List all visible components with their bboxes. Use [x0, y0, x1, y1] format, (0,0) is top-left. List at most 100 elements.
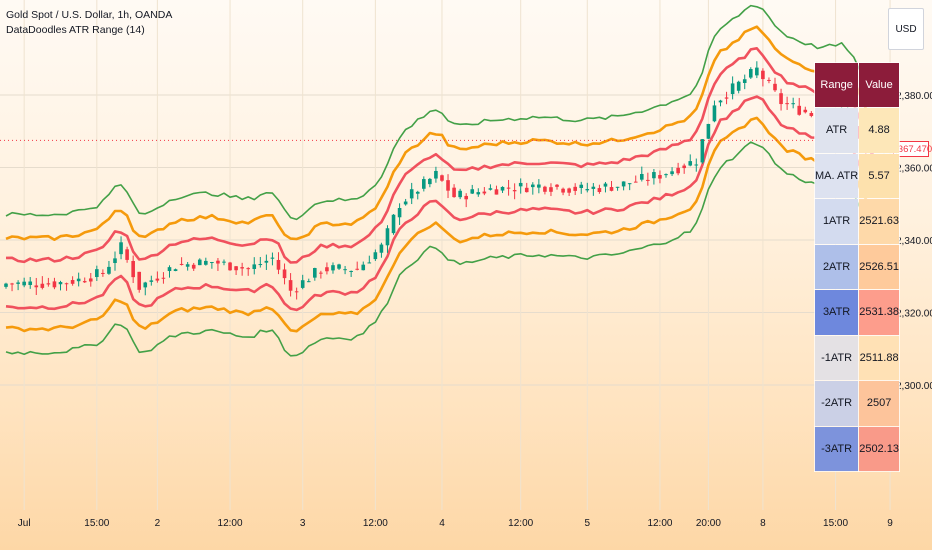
- candle-body: [373, 252, 378, 260]
- time-tick-label: Jul: [18, 518, 31, 529]
- candle-body: [52, 281, 57, 288]
- candle-body: [179, 263, 184, 265]
- candle-body: [464, 195, 468, 200]
- candle-body: [767, 79, 771, 81]
- price-tick-label: 2,360.000: [896, 164, 932, 175]
- candle-body: [367, 262, 372, 264]
- candle-body: [452, 187, 456, 198]
- row-value: 2526.51: [858, 243, 900, 290]
- candle-body: [736, 81, 741, 91]
- candle-body: [155, 278, 160, 281]
- candle-body: [288, 280, 293, 291]
- candle-body: [627, 183, 632, 185]
- row-label: 2ATR: [813, 243, 860, 290]
- candle-body: [603, 183, 608, 187]
- candle-body: [670, 171, 674, 175]
- candle-body: [306, 281, 311, 283]
- row-label: 1ATR: [813, 198, 860, 245]
- candle-body: [46, 283, 51, 285]
- table-row: MA. ATR 5.57: [813, 152, 900, 199]
- table-row: 2ATR 2526.51: [813, 243, 900, 290]
- candle-body: [16, 282, 20, 284]
- candle-body: [506, 187, 511, 189]
- atr-band-line: [5, 4, 885, 221]
- candle-body: [216, 260, 220, 264]
- candle-body: [40, 283, 45, 288]
- candle-body: [300, 280, 305, 288]
- candle-body: [22, 281, 26, 286]
- time-tick-label: 12:00: [363, 518, 388, 529]
- price-tick-label: 2,300.000: [896, 381, 932, 392]
- atr-band-line: [5, 141, 885, 357]
- candle-body: [597, 188, 602, 192]
- candle-body: [470, 189, 475, 194]
- table-row: 3ATR 2531.38: [813, 289, 900, 336]
- price-tick-label: 2,320.000: [896, 309, 932, 320]
- atr-band-line: [5, 116, 885, 333]
- price-tick-label: 2,340.000: [896, 236, 932, 247]
- candle-body: [137, 271, 142, 290]
- table-row: -1ATR 2511.88: [813, 334, 900, 381]
- candle-body: [185, 264, 190, 267]
- candle-body: [682, 165, 686, 169]
- candle-body: [422, 179, 426, 189]
- candle-body: [676, 167, 680, 174]
- candle-body: [82, 281, 87, 283]
- candle-body: [240, 267, 244, 269]
- candle-body: [639, 174, 644, 180]
- candle-body: [646, 179, 650, 181]
- candle-body: [809, 113, 814, 116]
- atr-band-line: [5, 95, 885, 312]
- candle-body: [591, 186, 596, 189]
- candle-body: [76, 278, 81, 282]
- candle-body: [331, 265, 335, 271]
- table-header-row: Range Value: [813, 62, 900, 108]
- candle-body: [264, 260, 269, 263]
- row-label: -2ATR: [813, 380, 860, 427]
- candle-body: [361, 264, 366, 271]
- candle-body: [125, 249, 129, 260]
- table-row: 1ATR 2521.63: [813, 198, 900, 245]
- candle-body: [28, 281, 33, 285]
- symbol-title: Gold Spot / U.S. Dollar, 1h, OANDA: [6, 9, 173, 21]
- candle-body: [609, 187, 614, 191]
- candle-body: [228, 262, 232, 271]
- candle-body: [355, 268, 359, 270]
- candle-body: [797, 105, 802, 115]
- atr-range-table: Range Value ATR 4.88 MA. ATR 5.57 1ATR 2521.6…: [813, 62, 900, 472]
- candle-body: [143, 282, 148, 288]
- candle-body: [319, 272, 323, 274]
- candle-body: [101, 272, 105, 274]
- candle-body: [409, 189, 414, 199]
- candle-body: [664, 174, 668, 176]
- row-label: 3ATR: [813, 289, 860, 336]
- candle-body: [252, 264, 257, 270]
- atr-band-line: [5, 47, 885, 264]
- row-value: 2531.38: [858, 289, 900, 336]
- candle-body: [313, 268, 317, 278]
- candle-body: [294, 291, 299, 293]
- header-range: Range: [813, 62, 860, 108]
- table-row: -3ATR 2502.13: [813, 425, 900, 472]
- candle-body: [167, 267, 172, 272]
- candle-body: [561, 188, 565, 193]
- candle-body: [403, 201, 408, 205]
- time-tick-label: 15:00: [84, 518, 109, 529]
- candle-body: [621, 181, 626, 187]
- candle-body: [694, 164, 699, 166]
- candle-body: [434, 170, 438, 179]
- candle-body: [579, 184, 584, 188]
- candle-body: [270, 257, 275, 259]
- candle-body: [652, 172, 656, 179]
- candle-body: [791, 103, 795, 105]
- currency-button[interactable]: USD: [888, 8, 924, 50]
- candle-body: [531, 184, 535, 188]
- time-tick-label: 5: [585, 518, 591, 529]
- candle-body: [276, 259, 281, 270]
- time-tick-label: 2: [155, 518, 161, 529]
- table-row: -2ATR 2507: [813, 380, 900, 427]
- candle-body: [742, 79, 747, 84]
- candle-body: [573, 186, 577, 191]
